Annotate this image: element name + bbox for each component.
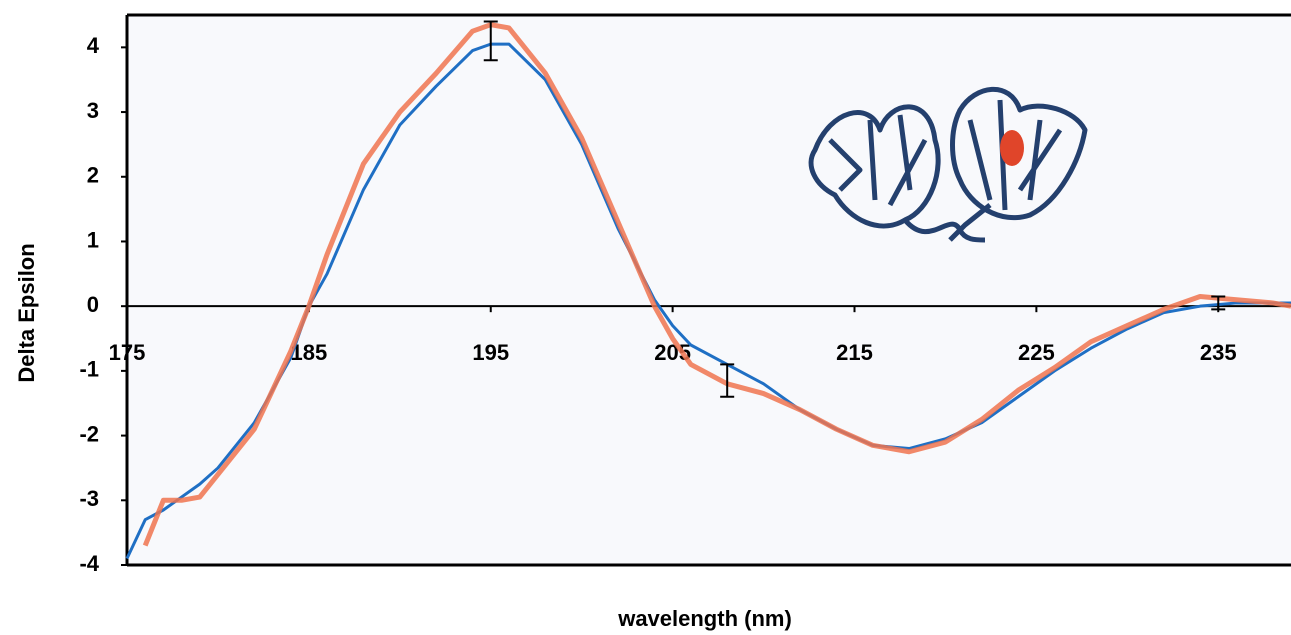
ligand [1000, 130, 1024, 166]
y-axis-title: Delta Epsilon [14, 243, 39, 382]
error-bar [720, 363, 735, 398]
x-tick-label: 225 [1018, 340, 1055, 365]
x-tick-label: 175 [109, 340, 146, 365]
y-tick-label: -1 [79, 357, 99, 382]
y-tick-label: 4 [87, 33, 100, 58]
x-tick-label: 195 [472, 340, 509, 365]
x-axis-title: wavelength (nm) [617, 606, 792, 631]
y-tick-label: 2 [87, 163, 99, 188]
error-bar [483, 20, 498, 62]
y-tick-label: 3 [87, 98, 99, 123]
y-tick-label: -2 [79, 421, 99, 446]
x-tick-label: 235 [1200, 340, 1237, 365]
y-tick-label: 0 [87, 292, 99, 317]
data-line [142, 22, 1291, 547]
error-bar [1211, 295, 1226, 311]
y-tick-label: -4 [79, 551, 99, 576]
y-tick-label: 1 [87, 227, 99, 252]
y-tick-label: -3 [79, 486, 99, 511]
plot-area [127, 15, 1291, 565]
x-tick-label: 215 [836, 340, 873, 365]
